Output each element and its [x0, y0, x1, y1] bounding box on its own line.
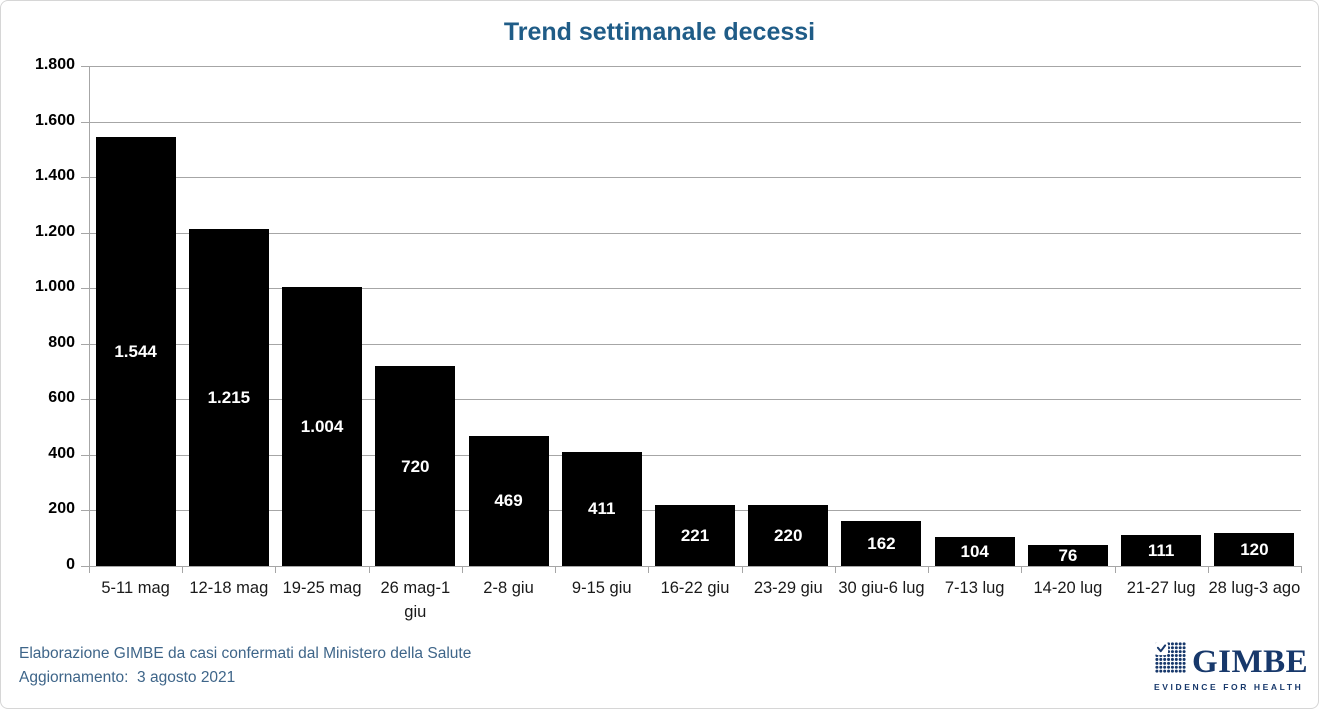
bar-value-label: 76 [1058, 545, 1078, 565]
bar: 720 [375, 366, 456, 566]
y-axis-tick [81, 121, 89, 123]
bar: 1.004 [282, 287, 363, 566]
y-axis-label: 400 [48, 444, 75, 462]
y-axis-tick [81, 399, 89, 401]
x-axis-tick [1301, 566, 1302, 573]
x-axis-label: 5-11 mag [101, 579, 170, 597]
x-axis-tick [275, 566, 277, 573]
bar: 76 [1027, 544, 1108, 566]
gridline [89, 454, 1301, 456]
x-axis-label: 12-18 mag [189, 579, 269, 597]
y-axis-tick [81, 343, 89, 345]
gridline [89, 343, 1301, 345]
bar-value-label: 120 [1240, 539, 1269, 559]
chart-title: Trend settimanale decessi [503, 18, 816, 46]
bar-value-label: 1.215 [207, 387, 251, 407]
x-axis-label: 7-13 lug [944, 579, 1005, 597]
y-axis-tick [81, 566, 89, 567]
x-axis-tick [89, 566, 90, 573]
x-axis-label: 19-25 mag [282, 579, 362, 597]
x-axis-label: 30 giu-6 lug [838, 579, 925, 597]
x-axis-tick [648, 566, 650, 573]
y-axis-label: 1.000 [34, 278, 75, 296]
x-axis-label: 26 mag-1 giu [380, 579, 451, 621]
gimbe-dotgrid-check-icon [1154, 641, 1187, 679]
bar-value-label: 1.004 [300, 417, 344, 437]
bar-value-label: 111 [1147, 541, 1175, 561]
x-axis-tick [741, 566, 743, 573]
gimbe-logo-top: GIMBE [1154, 641, 1308, 679]
x-axis-tick [368, 566, 370, 573]
y-axis-label: 0 [66, 556, 75, 573]
bar-value-label: 720 [401, 456, 430, 476]
y-axis-label: 1.400 [34, 167, 75, 185]
bar-value-label: 220 [774, 525, 803, 545]
x-axis-tick [182, 566, 184, 573]
bar: 220 [748, 504, 829, 566]
x-axis-label: 16-22 giu [660, 579, 730, 597]
bar-value-label: 411 [588, 499, 616, 519]
bar: 111 [1121, 535, 1202, 566]
bar: 120 [1214, 532, 1295, 566]
bar: 411 [561, 451, 642, 566]
x-axis-label: 23-29 giu [753, 579, 823, 597]
y-axis-tick [81, 510, 89, 512]
x-axis-tick [1114, 566, 1116, 573]
gimbe-tagline: EVIDENCE FOR HEALTH [1154, 682, 1304, 692]
footer-update-line: Aggiornamento: 3 agosto 2021 [19, 669, 236, 686]
x-axis-label: 14-20 lug [1033, 579, 1103, 597]
bar: 104 [934, 537, 1015, 566]
x-axis-tick [461, 566, 463, 573]
x-axis-label: 21-27 lug [1126, 579, 1196, 597]
gridline [89, 288, 1301, 290]
y-axis-line [89, 66, 90, 567]
gridline [89, 232, 1301, 234]
bar-value-label: 104 [960, 542, 989, 562]
y-axis-label: 200 [48, 500, 75, 518]
gridline [89, 66, 1301, 67]
bar: 221 [655, 504, 735, 566]
x-axis-label: 9-15 giu [571, 579, 632, 597]
bar-value-label: 162 [867, 534, 896, 553]
bar: 162 [841, 521, 922, 566]
y-axis-tick [81, 66, 89, 67]
bar-value-label: 221 [680, 525, 710, 545]
gimbe-wordmark: GIMBE [1192, 644, 1309, 680]
bar-value-label: 469 [494, 491, 523, 511]
y-axis-label: 800 [48, 333, 75, 351]
x-axis-tick [834, 566, 836, 573]
x-axis-line [89, 566, 1301, 567]
footer-source-line: Elaborazione GIMBE da casi confermati da… [19, 645, 472, 662]
gridline [89, 177, 1301, 179]
x-axis-tick [555, 566, 557, 573]
bar: 1.215 [188, 228, 269, 566]
y-axis-tick [81, 177, 89, 179]
y-axis-label: 600 [48, 389, 75, 407]
bar-value-label: 1.544 [114, 342, 157, 362]
gridline [89, 121, 1301, 123]
y-axis-label: 1.200 [34, 222, 75, 240]
bar: 1.544 [95, 137, 176, 566]
x-axis-tick [1021, 566, 1023, 573]
x-axis-label: 2-8 giu [483, 579, 534, 597]
y-axis-tick [81, 232, 89, 234]
bar: 469 [468, 435, 549, 566]
x-axis-label: 28 lug-3 ago [1208, 579, 1301, 597]
y-axis-label: 1.600 [34, 111, 75, 129]
x-axis-tick [928, 566, 930, 573]
y-axis-tick [81, 288, 89, 290]
y-axis-tick [81, 454, 89, 456]
y-axis-label: 1.800 [34, 56, 75, 73]
x-axis-tick [1207, 566, 1209, 573]
gridline [89, 399, 1301, 401]
chart-footer: Elaborazione GIMBE da casi confermati da… [19, 642, 471, 690]
gimbe-logo: GIMBE EVIDENCE FOR HEALTH [1154, 641, 1308, 692]
